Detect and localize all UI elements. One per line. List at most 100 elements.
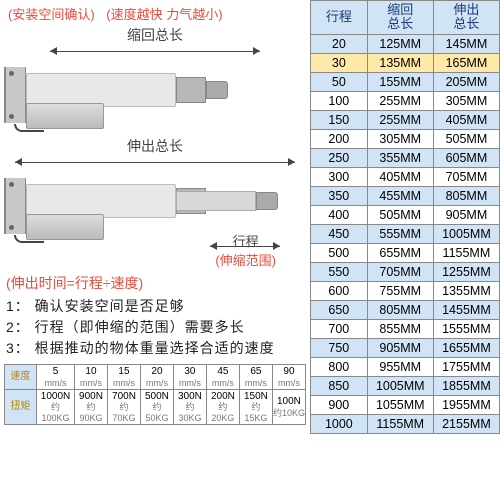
cell: 500 (311, 243, 368, 262)
table-row: 350455MM805MM (311, 186, 500, 205)
cell: 750 (311, 338, 368, 357)
speed-cell: 65mm/s (239, 365, 272, 390)
cell: 305MM (367, 129, 433, 148)
cell: 505MM (433, 129, 499, 148)
cell: 900 (311, 395, 368, 414)
table-row: 700855MM1555MM (311, 319, 500, 338)
travel-label-group: 行程 (伸缩范围) (215, 231, 276, 269)
cell: 905MM (433, 205, 499, 224)
cell: 400 (311, 205, 368, 224)
cell: 855MM (367, 319, 433, 338)
right-panel: 行程 缩回 总长 伸出 总长 20125MM145MM30135MM165MM5… (310, 0, 500, 500)
cell: 250 (311, 148, 368, 167)
cell: 125MM (367, 34, 433, 53)
travel-label: 行程 (215, 231, 276, 250)
cell: 405MM (367, 167, 433, 186)
extended-label: 伸出总长 (127, 138, 183, 154)
cell: 1155MM (433, 243, 499, 262)
cell: 1555MM (433, 319, 499, 338)
torque-cell: 200N约20KG (206, 389, 239, 424)
speed-header: 速度 (5, 365, 37, 390)
formula-text: (伸出时间=行程÷速度) (6, 273, 306, 293)
cell: 350 (311, 186, 368, 205)
table-row: 150255MM405MM (311, 110, 500, 129)
cell: 655MM (367, 243, 433, 262)
cell: 1155MM (367, 414, 433, 433)
cell: 600 (311, 281, 368, 300)
stroke-tbody: 20125MM145MM30135MM165MM50155MM205MM1002… (311, 34, 500, 433)
table-row: 750905MM1655MM (311, 338, 500, 357)
extended-dim: 伸出总长 (4, 136, 306, 168)
cell: 805MM (367, 300, 433, 319)
h-extended: 伸出 总长 (433, 1, 499, 35)
cell: 145MM (433, 34, 499, 53)
cell: 555MM (367, 224, 433, 243)
actuator-retracted-icon (4, 59, 306, 134)
cell: 850 (311, 376, 368, 395)
cell: 1055MM (367, 395, 433, 414)
table-row: 8501005MM1855MM (311, 376, 500, 395)
table-row: 30135MM165MM (311, 53, 500, 72)
table-row: 10001155MM2155MM (311, 414, 500, 433)
table-row: 100255MM305MM (311, 91, 500, 110)
speed-cell: 10mm/s (75, 365, 108, 390)
root: (安装空间确认) (速度越快 力气越小) 缩回总长 伸出总长 行程 (伸缩范围)… (0, 0, 500, 500)
cell: 165MM (433, 53, 499, 72)
note-1: 1： 确认安装空间是否足够 (6, 296, 306, 316)
h-stroke: 行程 (311, 1, 368, 35)
cell: 255MM (367, 110, 433, 129)
cell: 1005MM (433, 224, 499, 243)
cell: 100 (311, 91, 368, 110)
travel-note: (伸缩范围) (215, 250, 276, 269)
table-row: 200305MM505MM (311, 129, 500, 148)
retracted-label: 缩回总长 (127, 27, 183, 43)
cell: 150 (311, 110, 368, 129)
stroke-header-row: 行程 缩回 总长 伸出 总长 (311, 1, 500, 35)
cell: 2155MM (433, 414, 499, 433)
cell: 905MM (367, 338, 433, 357)
cell: 1000 (311, 414, 368, 433)
cell: 700 (311, 319, 368, 338)
cell: 155MM (367, 72, 433, 91)
cell: 20 (311, 34, 368, 53)
speed-cell: 45mm/s (206, 365, 239, 390)
speed-row: 速度 5mm/s10mm/s15mm/s20mm/s30mm/s45mm/s65… (5, 365, 306, 390)
table-row: 650805MM1455MM (311, 300, 500, 319)
torque-cell: 900N约90KG (75, 389, 108, 424)
cell: 955MM (367, 357, 433, 376)
cell: 800 (311, 357, 368, 376)
cell: 1355MM (433, 281, 499, 300)
cell: 1455MM (433, 300, 499, 319)
note-install: (安装空间确认) (8, 7, 95, 22)
retracted-dim: 缩回总长 (4, 25, 306, 57)
table-row: 20125MM145MM (311, 34, 500, 53)
cell: 1755MM (433, 357, 499, 376)
table-row: 300405MM705MM (311, 167, 500, 186)
cell: 605MM (433, 148, 499, 167)
torque-cell: 100N约10KG (272, 389, 305, 424)
table-row: 600755MM1355MM (311, 281, 500, 300)
note-2: 2： 行程（即伸缩的范围）需要多长 (6, 317, 306, 337)
cell: 1855MM (433, 376, 499, 395)
left-panel: (安装空间确认) (速度越快 力气越小) 缩回总长 伸出总长 行程 (伸缩范围)… (0, 0, 310, 500)
cell: 205MM (433, 72, 499, 91)
cell: 755MM (367, 281, 433, 300)
cell: 30 (311, 53, 368, 72)
speed-cell: 90mm/s (272, 365, 305, 390)
table-row: 550705MM1255MM (311, 262, 500, 281)
table-row: 50155MM205MM (311, 72, 500, 91)
torque-cell: 700N约70KG (107, 389, 140, 424)
cell: 255MM (367, 91, 433, 110)
extended-arrow (15, 156, 295, 168)
torque-cell: 150N约15KG (239, 389, 272, 424)
cell: 805MM (433, 186, 499, 205)
cell: 550 (311, 262, 368, 281)
cell: 505MM (367, 205, 433, 224)
table-row: 400505MM905MM (311, 205, 500, 224)
spec-table: 速度 5mm/s10mm/s15mm/s20mm/s30mm/s45mm/s65… (4, 364, 306, 425)
table-row: 250355MM605MM (311, 148, 500, 167)
table-row: 450555MM1005MM (311, 224, 500, 243)
torque-cell: 500N约50KG (140, 389, 173, 424)
cell: 1255MM (433, 262, 499, 281)
top-note: (安装空间确认) (速度越快 力气越小) (4, 4, 306, 23)
